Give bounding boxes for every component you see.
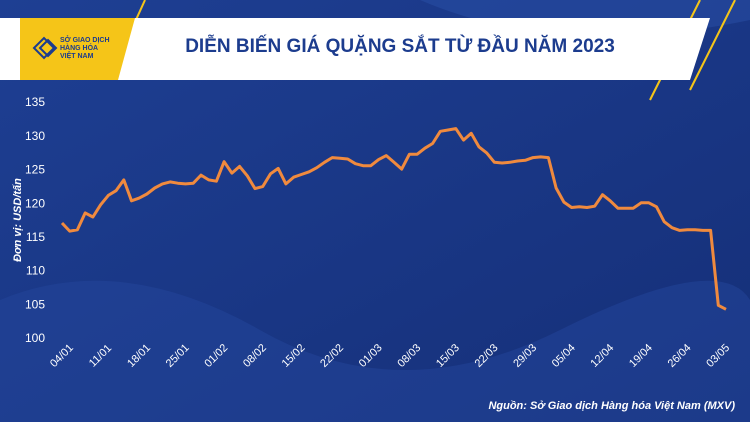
y-tick-label: 115 xyxy=(26,230,45,244)
decor-stroke xyxy=(689,0,736,91)
y-tick-label: 135 xyxy=(25,95,45,109)
y-tick-label: 110 xyxy=(26,264,45,278)
y-tick-label: 105 xyxy=(25,297,45,311)
price-line xyxy=(60,127,727,311)
chart-title: DIỄN BIẾN GIÁ QUẶNG SẮT TỪ ĐẦU NĂM 2023 xyxy=(185,35,615,57)
y-tick-label: 120 xyxy=(25,196,45,210)
y-tick-label: 130 xyxy=(25,129,45,143)
logo-text: HÀNG HÓA xyxy=(60,43,98,52)
header-bar xyxy=(0,18,710,80)
y-tick-label: 100 xyxy=(25,331,45,345)
source-note: Nguồn: Sở Giao dịch Hàng hóa Việt Nam (M… xyxy=(488,400,735,412)
decor-wave xyxy=(0,280,750,422)
logo-text: VIỆT NAM xyxy=(60,51,94,60)
y-tick-label: 125 xyxy=(25,163,45,177)
logo-mark xyxy=(32,36,58,60)
y-axis-label: Đơn vị: USD/tấn xyxy=(12,178,24,262)
logo-text: SỞ GIAO DỊCH xyxy=(60,35,110,44)
logo-bg xyxy=(20,18,135,80)
